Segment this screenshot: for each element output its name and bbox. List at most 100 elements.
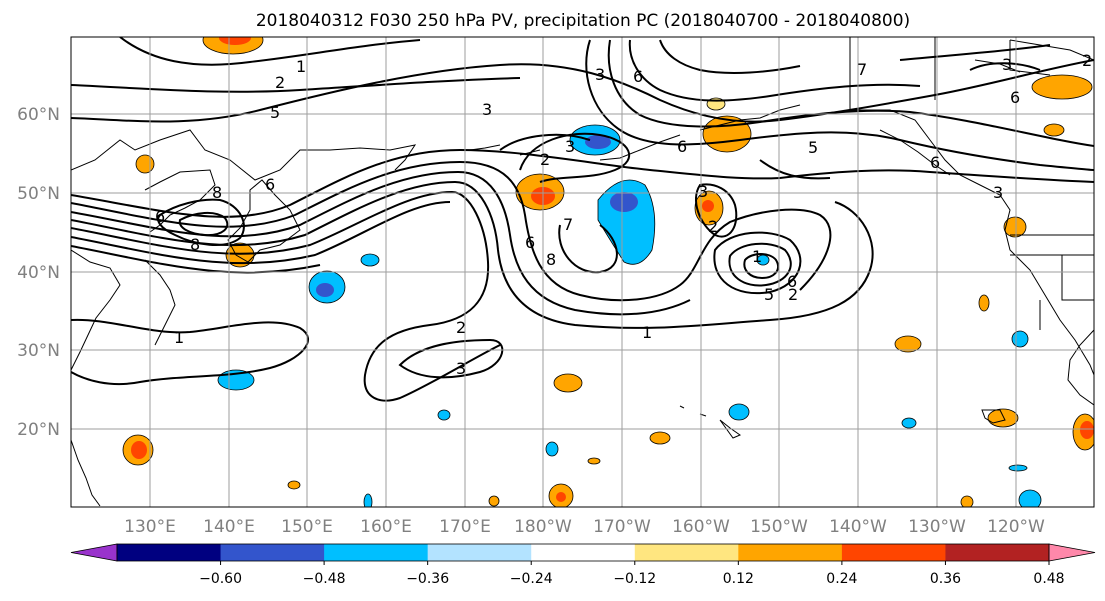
precip-area — [587, 457, 601, 465]
precip-area — [360, 253, 380, 267]
colorbar-tick-label: 0.48 — [1033, 571, 1064, 587]
contour-label: 3 — [456, 359, 466, 378]
precip-area — [553, 373, 583, 393]
pv-contours — [71, 37, 1094, 402]
lat-label: 20°N — [17, 420, 60, 440]
lon-label: 130°W — [908, 517, 966, 537]
precip-area — [545, 441, 559, 457]
colorbar-segment — [531, 544, 636, 561]
colorbar-extend-high — [1048, 543, 1096, 562]
contour-label: 6 — [677, 137, 687, 156]
contour-label: 1 — [296, 57, 306, 76]
colorbar-tick-label: −0.36 — [406, 571, 449, 587]
contour-label: 1 — [642, 323, 652, 342]
precip-area — [987, 408, 1019, 428]
contour-label: 3 — [565, 137, 575, 156]
contour-label: 7 — [563, 215, 573, 234]
precip-area — [960, 495, 974, 507]
contour-label: 6 — [633, 67, 643, 86]
gridlines — [71, 37, 1094, 507]
colorbar-segment — [324, 544, 429, 561]
colorbar-tick-label: −0.12 — [613, 571, 656, 587]
colorbar-segment — [220, 544, 325, 561]
precip-area — [556, 492, 566, 502]
contour-label: 8 — [212, 183, 222, 202]
colorbar-tick-label: 0.36 — [930, 571, 961, 587]
contour-label: 3 — [698, 182, 708, 201]
colorbar-segment — [427, 544, 532, 561]
precip-area — [702, 200, 714, 212]
colorbar-segment — [738, 544, 843, 561]
contour-label: 8 — [546, 250, 556, 269]
lon-label: 160°W — [672, 517, 730, 537]
coastlines — [71, 37, 1094, 507]
contour-label: 2 — [540, 150, 550, 169]
precip-area — [437, 409, 451, 421]
precip-area — [219, 37, 251, 45]
precip-area — [287, 480, 301, 490]
contour-label: 6 — [1010, 88, 1020, 107]
colorbar-frame — [116, 543, 1050, 562]
precip-area — [135, 154, 155, 174]
colorbar-extend-low — [70, 543, 118, 562]
precip-area — [1043, 123, 1065, 137]
map-frame — [70, 36, 1095, 508]
colorbar-tick-label: 0.24 — [826, 571, 857, 587]
contour-label: 7 — [857, 60, 867, 79]
precip-area — [1018, 489, 1042, 507]
contour-label: 1 — [752, 247, 762, 266]
colorbar-segment — [634, 544, 739, 561]
contour-label: 5 — [764, 285, 774, 304]
contour-label: 2 — [456, 318, 466, 337]
contour-labels: 1 2 3 1 5 2 1 3 2 3 7 6 8 6 8 6 8 3 6 6 … — [155, 51, 1092, 378]
map-title: 2018040312 F030 250 hPa PV, precipitatio… — [256, 11, 910, 31]
lon-label: 180°W — [514, 517, 572, 537]
contour-label: 6 — [930, 153, 940, 172]
colorbar-segment — [945, 544, 1050, 561]
lat-label: 60°N — [17, 105, 60, 125]
contour-label: 2 — [1082, 51, 1092, 70]
precip-area — [649, 431, 671, 445]
precip-area — [901, 417, 917, 429]
precip-area — [488, 495, 500, 507]
precip-area — [131, 441, 147, 459]
colorbar-tick-label: 0.12 — [723, 571, 754, 587]
precip-shading — [122, 37, 1094, 507]
lon-label: 170°E — [439, 517, 491, 537]
contour-label: 2 — [708, 217, 718, 236]
precip-area — [894, 335, 922, 353]
contour-label: 6 — [787, 272, 797, 291]
longitude-labels: 130°E 140°E 150°E 160°E 170°E 180°W 170°… — [124, 517, 1045, 537]
colorbar-tick-label: −0.48 — [303, 571, 346, 587]
colorbar-segment — [117, 544, 222, 561]
contour-label: 6 — [155, 207, 165, 226]
contour-label: 5 — [270, 103, 280, 122]
contour-label: 3 — [595, 65, 605, 84]
lon-label: 140°W — [829, 517, 887, 537]
latitude-labels: 60°N 50°N 40°N 30°N 20°N — [17, 105, 60, 440]
lat-label: 50°N — [17, 184, 60, 204]
lon-label: 150°W — [750, 517, 808, 537]
precip-area — [1031, 74, 1093, 100]
lon-label: 160°E — [360, 517, 412, 537]
colorbar-tick-label: −0.24 — [510, 571, 553, 587]
contour-label: 3 — [1002, 55, 1012, 74]
contour-label: 6 — [265, 175, 275, 194]
colorbar-tick-label: −0.60 — [199, 571, 242, 587]
contour-label: 3 — [482, 100, 492, 119]
precip-area — [363, 493, 373, 507]
lon-label: 120°W — [987, 517, 1045, 537]
precip-area — [610, 192, 638, 212]
lon-label: 150°E — [281, 517, 333, 537]
lat-label: 30°N — [17, 341, 60, 361]
contour-label: 8 — [190, 235, 200, 254]
lon-label: 140°E — [203, 517, 255, 537]
colorbar: −0.60 −0.48 −0.36 −0.24 −0.12 0.12 0.24 0.36 0.4… — [70, 543, 1096, 587]
contour-label: 3 — [993, 183, 1003, 202]
precip-area — [316, 283, 334, 297]
precip-area — [1011, 330, 1029, 348]
lon-label: 170°W — [593, 517, 651, 537]
precip-area — [1080, 421, 1094, 439]
precip-area — [585, 135, 611, 149]
